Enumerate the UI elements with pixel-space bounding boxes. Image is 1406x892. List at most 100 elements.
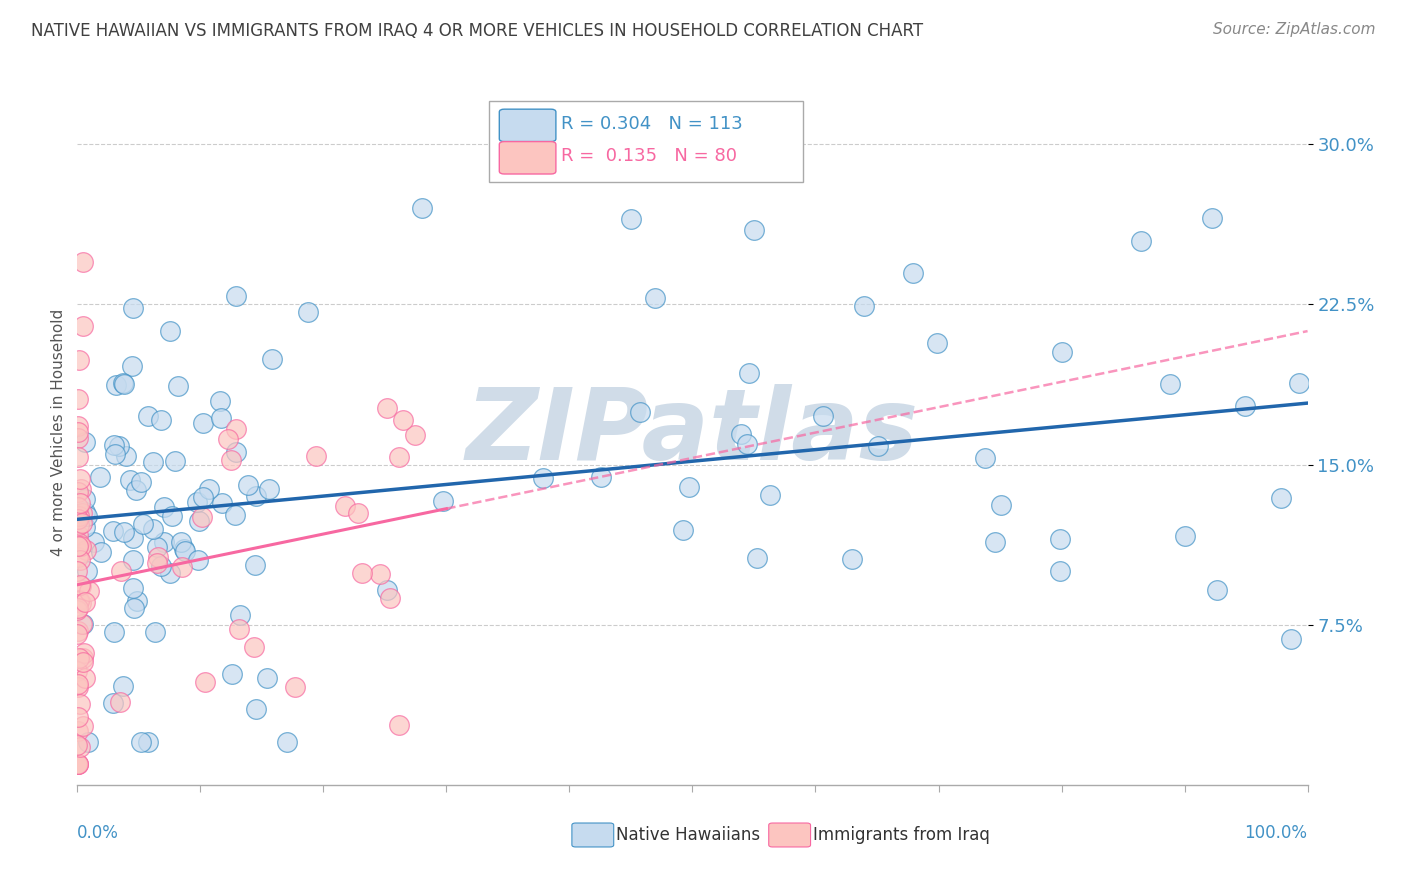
Point [305, 449, 328, 463]
Text: NATIVE HAWAIIAN VS IMMIGRANTS FROM IRAQ 4 OR MORE VEHICLES IN HOUSEHOLD CORRELAT: NATIVE HAWAIIAN VS IMMIGRANTS FROM IRAQ … [31, 22, 924, 40]
Point [738, 366, 761, 380]
Point [159, 324, 181, 338]
Point [142, 522, 165, 536]
Point [1049, 532, 1071, 546]
Point [866, 439, 889, 453]
Point [66, 723, 89, 738]
Point [72, 719, 94, 733]
Point [1174, 529, 1197, 543]
Point [73, 434, 96, 449]
Text: Native Hawaiians: Native Hawaiians [616, 826, 761, 844]
Point [245, 489, 267, 503]
Point [122, 581, 145, 595]
Point [67, 624, 90, 639]
Point [67, 392, 90, 406]
Point [209, 411, 232, 425]
Point [229, 608, 252, 623]
Point [69, 482, 91, 496]
Point [644, 291, 666, 305]
Point [73, 520, 96, 534]
Point [90, 544, 112, 558]
Point [75, 595, 97, 609]
Point [225, 422, 247, 436]
Point [1159, 377, 1181, 392]
Point [72, 506, 94, 520]
Point [122, 531, 145, 545]
Point [238, 477, 260, 491]
Point [69, 596, 91, 610]
Point [370, 566, 392, 581]
Point [333, 500, 356, 514]
Point [170, 535, 193, 549]
Point [245, 702, 267, 716]
Point [103, 696, 125, 710]
Point [67, 594, 90, 608]
Point [1288, 376, 1310, 390]
Point [75, 543, 97, 558]
Point [110, 696, 132, 710]
Point [1270, 491, 1292, 505]
Point [136, 735, 159, 749]
Point [221, 667, 243, 681]
Point [131, 517, 153, 532]
Point [628, 404, 651, 418]
Point [984, 535, 1007, 549]
Point [69, 539, 91, 553]
Point [70, 617, 93, 632]
Point [620, 212, 643, 227]
Point [69, 740, 91, 755]
Point [72, 318, 94, 333]
Point [104, 447, 127, 461]
Point [129, 475, 152, 490]
Point [67, 353, 90, 368]
Point [67, 485, 90, 500]
Point [142, 455, 165, 469]
Point [228, 622, 250, 636]
Point [66, 528, 89, 542]
Point [990, 498, 1012, 512]
Point [276, 735, 298, 749]
Text: Immigrants from Iraq: Immigrants from Iraq [813, 826, 990, 844]
Point [219, 452, 242, 467]
Point [103, 438, 125, 452]
Point [69, 472, 91, 486]
Point [811, 409, 834, 423]
Point [72, 646, 94, 660]
Text: Source: ZipAtlas.com: Source: ZipAtlas.com [1212, 22, 1375, 37]
Point [66, 756, 89, 771]
Point [75, 671, 97, 685]
Point [672, 523, 695, 537]
Point [256, 671, 278, 685]
Point [1206, 582, 1229, 597]
Point [186, 495, 208, 509]
Point [187, 553, 209, 567]
Point [66, 564, 89, 578]
Point [284, 680, 307, 694]
Point [375, 401, 398, 415]
FancyBboxPatch shape [489, 102, 803, 183]
Point [153, 500, 176, 515]
Point [67, 549, 90, 564]
Point [67, 651, 90, 665]
Point [69, 553, 91, 567]
Point [391, 413, 413, 427]
Point [531, 471, 554, 485]
Point [225, 289, 247, 303]
Point [432, 494, 454, 508]
Point [146, 549, 169, 564]
Point [388, 718, 411, 732]
Point [83, 535, 105, 549]
Point [77, 583, 100, 598]
Point [1233, 399, 1256, 413]
Text: 0.0%: 0.0% [77, 823, 120, 842]
Point [150, 413, 173, 427]
Point [153, 534, 176, 549]
Point [378, 591, 401, 605]
Point [66, 425, 89, 440]
Point [105, 378, 128, 392]
Point [67, 419, 90, 434]
Point [122, 600, 145, 615]
Point [66, 710, 89, 724]
Point [159, 566, 181, 581]
FancyBboxPatch shape [769, 823, 811, 847]
